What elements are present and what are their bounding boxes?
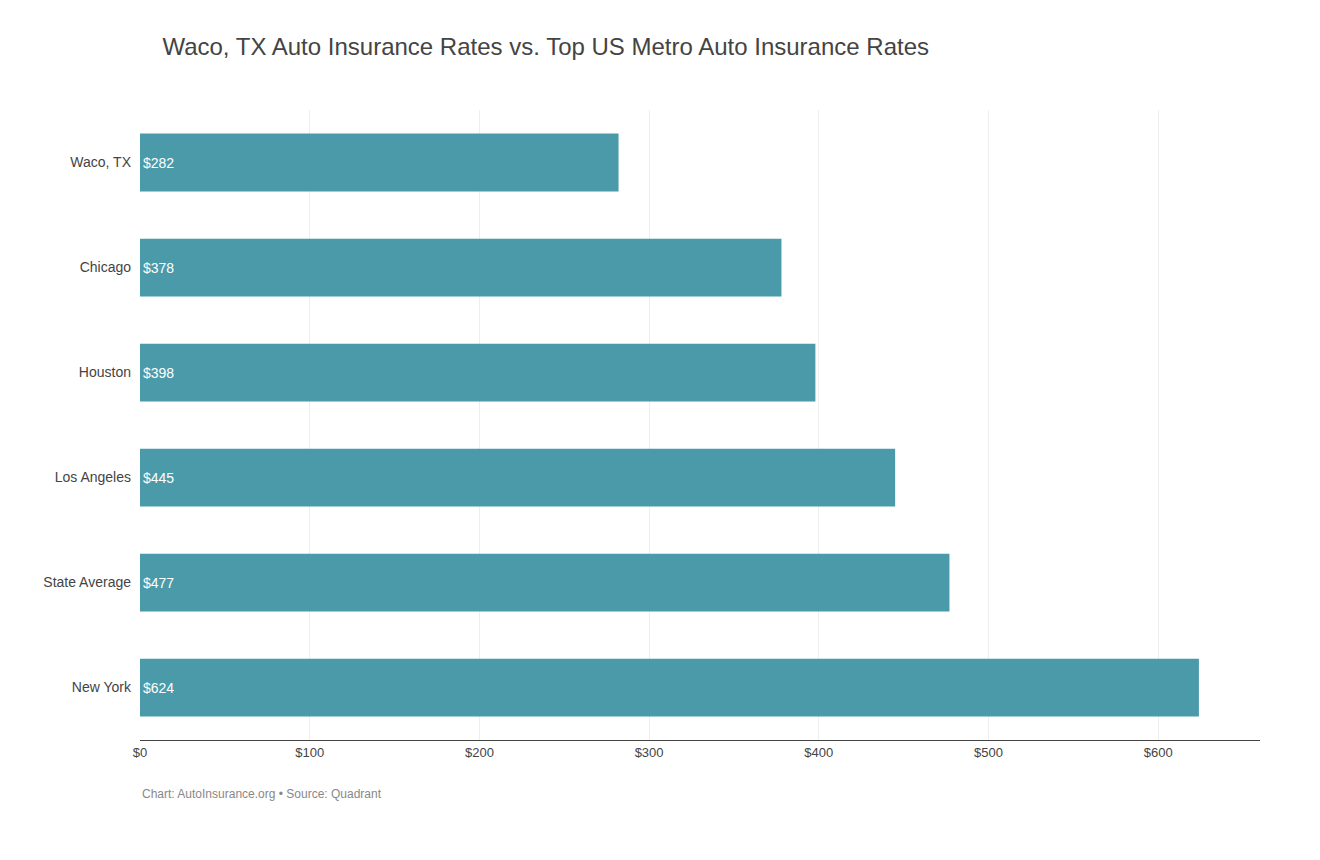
svg-text:Houston: Houston [79, 364, 131, 380]
svg-text:Chicago: Chicago [80, 259, 132, 275]
svg-text:Chart: AutoInsurance.org • Sou: Chart: AutoInsurance.org • Source: Quadr… [142, 787, 382, 801]
svg-text:Waco, TX: Waco, TX [70, 154, 131, 170]
svg-text:New York: New York [72, 679, 132, 695]
svg-text:$600: $600 [1144, 745, 1173, 760]
svg-text:$200: $200 [465, 745, 494, 760]
svg-text:$624: $624 [143, 680, 174, 696]
svg-text:Los Angeles: Los Angeles [55, 469, 131, 485]
svg-text:$398: $398 [143, 365, 174, 381]
svg-text:$500: $500 [974, 745, 1003, 760]
svg-text:$0: $0 [133, 745, 147, 760]
svg-text:$400: $400 [804, 745, 833, 760]
svg-text:$477: $477 [143, 575, 174, 591]
svg-text:State Average: State Average [43, 574, 131, 590]
svg-text:$300: $300 [635, 745, 664, 760]
svg-text:$445: $445 [143, 470, 174, 486]
svg-text:Waco, TX Auto Insurance Rates: Waco, TX Auto Insurance Rates vs. Top US… [162, 33, 929, 60]
svg-text:$378: $378 [143, 260, 174, 276]
svg-text:$100: $100 [295, 745, 324, 760]
svg-text:$282: $282 [143, 155, 174, 171]
